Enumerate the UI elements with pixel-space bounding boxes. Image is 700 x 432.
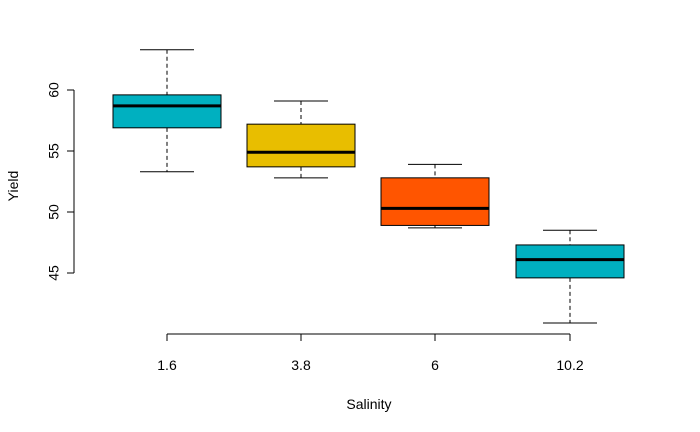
boxplot-boxes <box>112 49 625 324</box>
y-tick-label: 60 <box>46 82 62 98</box>
box-iqr <box>515 244 625 279</box>
y-tick-label: 55 <box>46 143 62 159</box>
x-tick-label: 10.2 <box>556 357 583 373</box>
box-group <box>380 163 490 229</box>
box-group <box>112 49 222 173</box>
x-axis-title: Salinity <box>346 396 391 412</box>
x-axis-ticks: 1.6 3.8 6 10.2 <box>157 334 584 373</box>
x-tick-label: 3.8 <box>291 357 311 373</box>
y-axis-ticks: 45 50 55 60 <box>46 82 74 281</box>
y-tick-label: 45 <box>46 265 62 281</box>
x-tick-label: 6 <box>431 357 439 373</box>
box-iqr <box>380 177 490 226</box>
box-iqr <box>246 123 356 168</box>
box-group <box>515 229 625 324</box>
box-group <box>246 100 356 179</box>
y-axis-title: Yield <box>5 171 21 202</box>
box-iqr <box>112 94 222 129</box>
y-tick-label: 50 <box>46 204 62 220</box>
x-tick-label: 1.6 <box>157 357 177 373</box>
